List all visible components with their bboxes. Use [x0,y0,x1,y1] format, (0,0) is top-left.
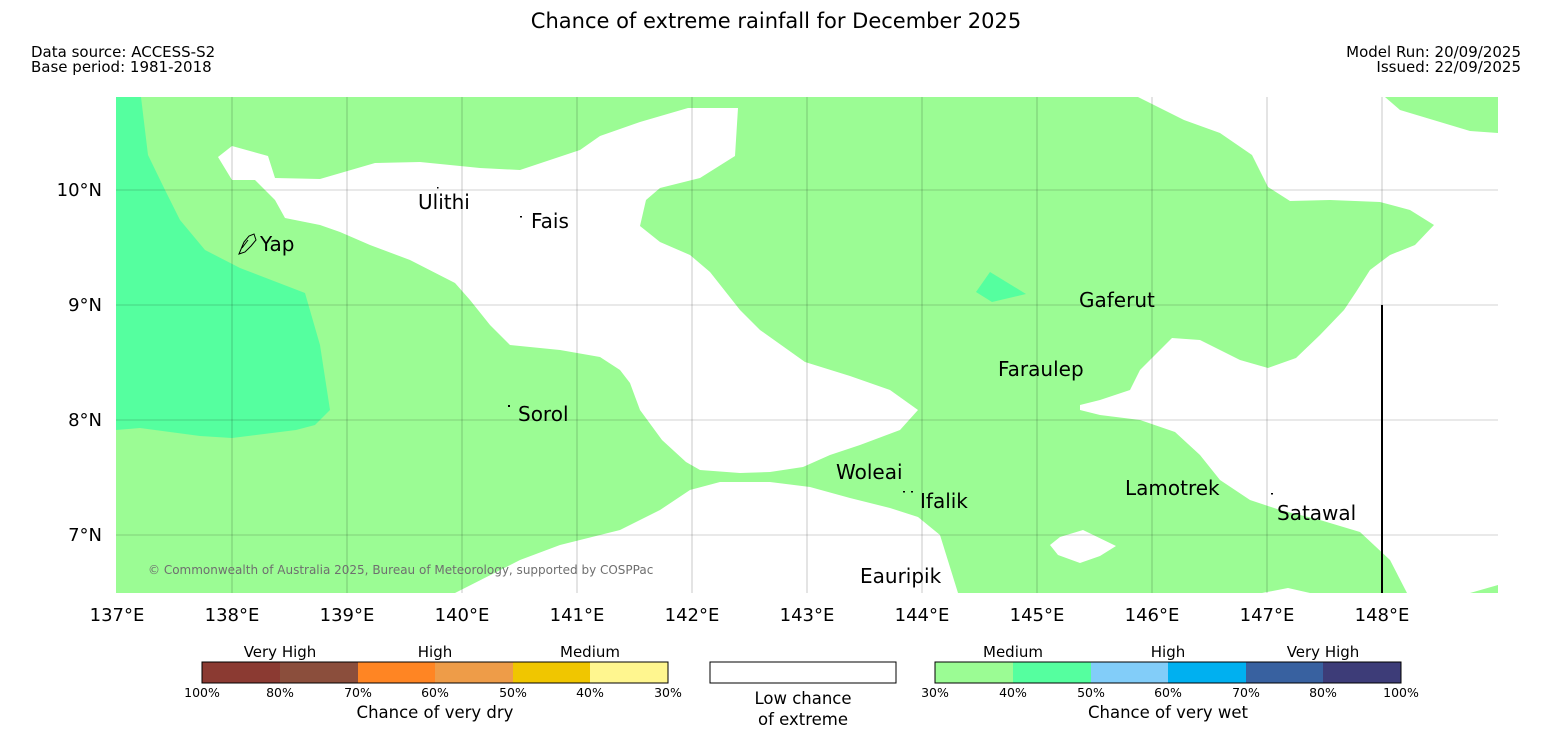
lon-tick-140: 140°E [435,605,490,626]
place-label-eauripik: Eauripik [860,564,942,588]
wet-category-very-high: Very High [1287,643,1360,661]
wet-legend-label: Chance of very wet [1088,703,1249,722]
place-label-fais: Fais [531,209,569,233]
wet-tick-40: 40% [999,685,1027,700]
atoll-markers [437,187,1273,495]
low-chance-region-south [455,482,958,593]
lon-tick-138: 138°E [205,605,260,626]
legend-low-chance: Low chance of extreme [709,661,897,729]
low-chance-bottom-patch [1262,588,1310,593]
wet-swatch-4 [1168,662,1246,683]
yap-island-outline [238,233,257,255]
place-label-ifalik: Ifalik [920,489,968,513]
dry-tick-80: 80% [266,685,294,700]
wet-swatch-5 [1246,662,1323,683]
lon-tick-139: 139°E [320,605,375,626]
wet-tick-80: 80% [1309,685,1337,700]
wet-swatch-1 [935,662,1013,683]
medium-wet-patch-se [1470,585,1498,593]
low-chance-island-patch [1050,530,1116,563]
lat-tick-9: 9°N [68,295,102,316]
dry-swatch-5 [513,662,590,683]
wet-swatch-2 [1013,662,1091,683]
lon-tick-147: 147°E [1240,605,1295,626]
wet-swatch-6 [1323,662,1401,683]
wet-category-medium: Medium [983,643,1043,661]
place-label-yap: Yap [259,232,294,256]
dry-swatch-2 [280,662,358,683]
dry-legend-label: Chance of very dry [357,703,514,722]
place-label-lamotrek: Lamotrek [1125,476,1220,500]
lon-tick-142: 142°E [665,605,720,626]
wet-swatch-3 [1091,662,1168,683]
dry-tick-70: 70% [344,685,372,700]
wet-tick-50: 50% [1077,685,1105,700]
place-label-satawal: Satawal [1277,501,1356,525]
high-wet-patch [976,272,1026,302]
dry-category-medium: Medium [560,643,620,661]
dry-tick-30: 30% [654,685,682,700]
low-chance-swatch [709,661,897,684]
issued-date: Issued: 22/09/2025 [1376,58,1521,76]
map-title: Chance of extreme rainfall for December … [530,9,1022,33]
low-chance-label-2: of extreme [758,710,848,729]
copyright-note: © Commonwealth of Australia 2025, Bureau… [148,563,653,577]
place-label-ulithi: Ulithi [418,190,470,214]
model-info-block: Model Run: 20/09/2025 Issued: 22/09/2025 [1346,45,1521,75]
medium-wet-patch-ne [1385,97,1498,133]
low-chance-label-1: Low chance [754,689,851,708]
map-area: Ulithi Fais Yap Gaferut Faraulep Sorol W… [116,97,1498,593]
wet-colorbar-frame [934,661,1402,684]
dry-swatch-1 [202,662,280,683]
lon-tick-137: 137°E [90,605,145,626]
low-chance-region-north [218,108,918,473]
lat-tick-8: 8°N [68,410,102,431]
dry-category-high: High [418,643,452,661]
lat-tick-7: 7°N [68,525,102,546]
wet-tick-100: 100% [1383,685,1419,700]
data-source: Data source: ACCESS-S2 [31,43,216,61]
dry-category-very-high: Very High [244,643,317,661]
wet-tick-70: 70% [1232,685,1260,700]
lon-tick-148: 148°E [1355,605,1410,626]
dry-tick-50: 50% [499,685,527,700]
lat-tick-10: 10°N [57,180,102,201]
lon-tick-145: 145°E [1010,605,1065,626]
legend-dry: Very High High Medium 100% 80% 70% 60% 5… [184,643,682,722]
dry-swatch-3 [358,662,435,683]
dry-tick-60: 60% [421,685,449,700]
low-chance-region-east [1080,97,1498,593]
wet-category-high: High [1151,643,1185,661]
legend-wet: Medium High Very High 30% 40% 50% 60% 70… [921,643,1419,722]
dry-tick-100: 100% [184,685,220,700]
lon-tick-146: 146°E [1125,605,1180,626]
dry-swatch-4 [435,662,513,683]
lon-tick-144: 144°E [895,605,950,626]
data-source-block: Data source: ACCESS-S2 Base period: 1981… [31,45,215,75]
dry-colorbar-frame [201,661,669,684]
lon-tick-141: 141°E [550,605,605,626]
dry-tick-40: 40% [576,685,604,700]
wet-tick-60: 60% [1154,685,1182,700]
place-label-sorol: Sorol [518,402,569,426]
dry-swatch-6 [590,662,668,683]
lon-tick-143: 143°E [780,605,835,626]
wet-tick-30: 30% [921,685,949,700]
place-label-gaferut: Gaferut [1079,288,1155,312]
base-period: Base period: 1981-2018 [31,58,212,76]
place-label-woleai: Woleai [836,460,903,484]
place-label-faraulep: Faraulep [998,357,1084,381]
high-wet-region-west [116,97,330,438]
model-run: Model Run: 20/09/2025 [1346,43,1521,61]
